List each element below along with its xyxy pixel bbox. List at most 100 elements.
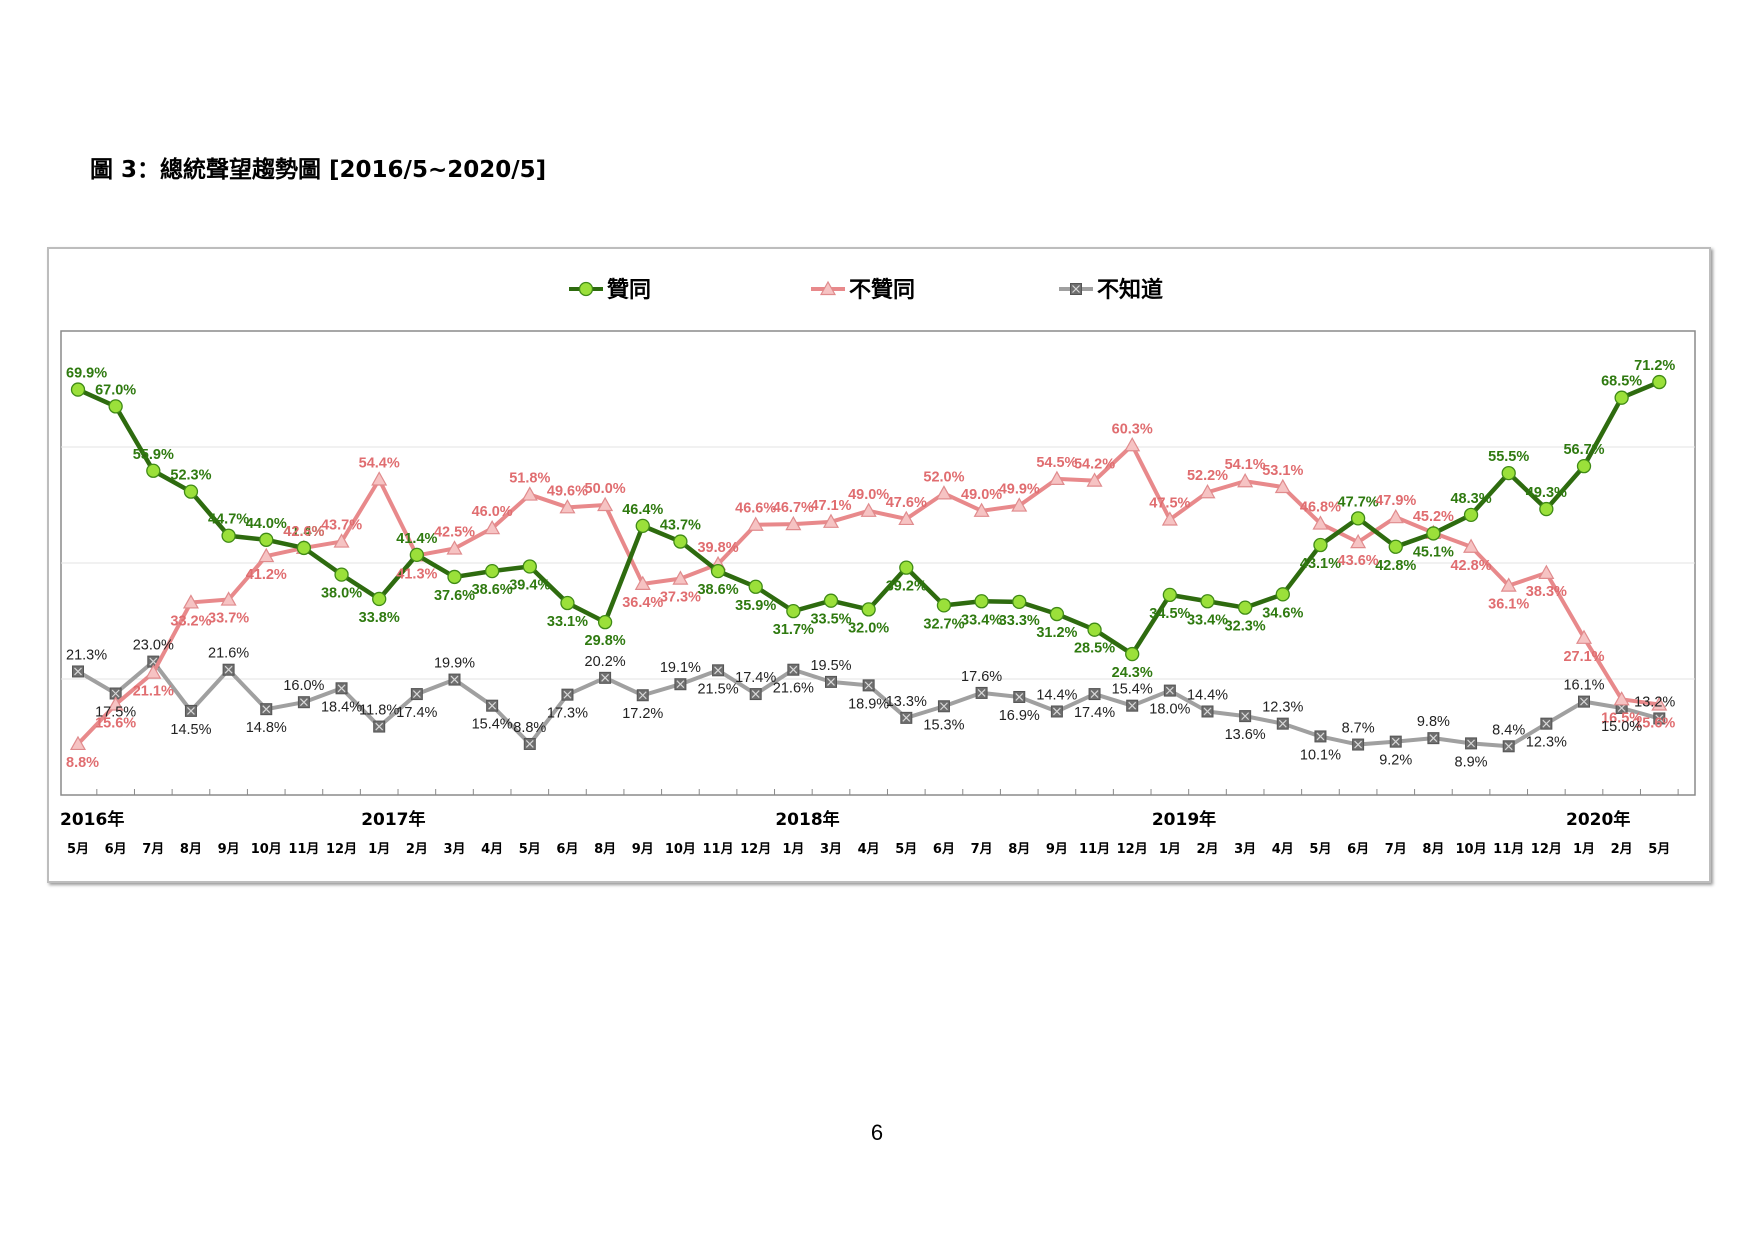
data-point-s2-31 xyxy=(1239,710,1252,723)
data-label-s2-12: 8.8% xyxy=(513,720,546,736)
data-point-s1-11 xyxy=(484,519,501,535)
month-label-4: 9月 xyxy=(218,842,240,857)
data-point-s0-31 xyxy=(1238,600,1253,615)
data-point-s0-18 xyxy=(748,579,763,594)
data-label-s1-27: 54.2% xyxy=(1074,457,1115,473)
data-point-s2-9 xyxy=(410,688,423,701)
data-label-s2-37: 8.9% xyxy=(1455,754,1488,770)
data-label-s2-38: 8.4% xyxy=(1492,722,1525,738)
month-label-12: 5月 xyxy=(519,842,541,857)
data-point-s0-42 xyxy=(1652,374,1667,390)
month-label-38: 11月 xyxy=(1493,842,1524,857)
month-label-41: 2月 xyxy=(1611,842,1633,857)
data-point-s2-29 xyxy=(1163,684,1176,697)
data-point-s2-26 xyxy=(1050,705,1063,718)
data-label-s0-27: 28.5% xyxy=(1074,641,1115,657)
month-label-42: 5月 xyxy=(1648,842,1670,857)
data-label-s0-26: 31.2% xyxy=(1036,625,1077,641)
data-point-s0-7 xyxy=(334,567,349,582)
data-point-s2-40 xyxy=(1578,695,1590,708)
legend-label-0: 贊同 xyxy=(607,278,651,303)
data-label-s0-10: 37.6% xyxy=(434,588,475,604)
data-point-s0-16 xyxy=(673,534,688,549)
data-point-s0-19 xyxy=(786,603,801,619)
data-label-s2-16: 19.1% xyxy=(660,660,701,676)
data-label-s0-31: 32.3% xyxy=(1225,619,1266,635)
month-label-28: 12月 xyxy=(1117,842,1148,857)
data-label-s2-3: 14.5% xyxy=(170,722,211,738)
data-label-s1-21: 49.0% xyxy=(848,487,889,503)
data-point-s1-0 xyxy=(69,735,87,751)
data-point-s0-8 xyxy=(372,591,387,607)
data-label-s0-28: 24.3% xyxy=(1112,665,1153,681)
data-point-s0-13 xyxy=(560,595,575,611)
data-point-s1-18 xyxy=(747,516,764,531)
month-label-35: 7月 xyxy=(1385,842,1407,857)
data-label-s1-17: 39.8% xyxy=(697,540,738,556)
year-label-2: 2018年 xyxy=(775,809,839,830)
data-label-s2-32: 12.3% xyxy=(1262,700,1303,716)
data-point-s0-17 xyxy=(710,563,726,579)
year-label-4: 2020年 xyxy=(1566,809,1630,830)
data-point-s1-7 xyxy=(333,533,350,548)
data-point-s1-42 xyxy=(1651,696,1668,711)
month-label-2: 7月 xyxy=(142,842,164,857)
data-label-s1-30: 52.2% xyxy=(1187,468,1228,484)
data-point-s2-7 xyxy=(335,682,348,695)
data-label-s1-12: 51.8% xyxy=(509,471,550,487)
data-point-s2-20 xyxy=(825,675,837,688)
data-point-s0-28 xyxy=(1125,646,1140,662)
data-label-s2-33: 10.1% xyxy=(1300,747,1341,763)
data-point-s2-16 xyxy=(674,678,687,691)
data-point-s1-40 xyxy=(1575,629,1593,644)
data-label-s0-34: 47.7% xyxy=(1338,494,1379,510)
month-label-33: 5月 xyxy=(1309,842,1331,857)
data-point-s1-16 xyxy=(672,570,689,585)
data-point-s0-38 xyxy=(1501,465,1516,481)
month-label-34: 6月 xyxy=(1347,842,1369,857)
data-label-s1-41: 16.5% xyxy=(1601,710,1642,726)
data-label-s2-2: 23.0% xyxy=(133,638,174,654)
data-label-s2-9: 17.4% xyxy=(396,705,437,721)
data-label-s1-23: 52.0% xyxy=(923,469,964,485)
data-point-s1-37 xyxy=(1463,538,1480,553)
month-label-23: 6月 xyxy=(933,842,955,857)
month-label-8: 1月 xyxy=(368,842,390,857)
data-point-s0-34 xyxy=(1350,511,1366,526)
data-point-s1-4 xyxy=(220,591,237,606)
data-label-s2-17: 21.5% xyxy=(697,681,738,697)
data-label-s0-39: 49.3% xyxy=(1526,485,1567,501)
data-point-s1-32 xyxy=(1274,478,1291,494)
page-number: 6 xyxy=(870,1120,884,1145)
data-label-s0-6: 41.4% xyxy=(283,524,324,540)
data-point-s0-14 xyxy=(597,615,613,630)
data-point-s1-35 xyxy=(1387,508,1404,524)
data-label-s1-33: 46.8% xyxy=(1300,500,1341,516)
data-label-s0-16: 43.7% xyxy=(660,518,701,534)
month-label-11: 4月 xyxy=(481,842,503,857)
data-label-s0-33: 43.1% xyxy=(1300,556,1341,572)
data-label-s2-24: 17.6% xyxy=(961,669,1002,685)
month-label-26: 9月 xyxy=(1046,842,1068,857)
data-label-s0-29: 34.5% xyxy=(1149,606,1190,622)
data-point-s2-24 xyxy=(975,686,988,699)
data-point-s2-21 xyxy=(862,679,875,692)
data-label-s1-13: 49.6% xyxy=(547,483,588,499)
data-label-s2-27: 17.4% xyxy=(1074,705,1115,721)
data-point-s0-25 xyxy=(1012,594,1027,610)
page-title: 圖 3：總統聲望趨勢圖 [2016/5~2020/5] xyxy=(90,157,547,183)
data-label-s2-19: 21.6% xyxy=(773,681,814,697)
data-label-s1-10: 42.5% xyxy=(434,525,475,541)
data-point-s2-8 xyxy=(373,720,386,733)
data-point-s0-1 xyxy=(108,399,123,414)
data-label-s1-5: 41.2% xyxy=(246,567,287,583)
data-label-s2-34: 8.7% xyxy=(1342,721,1375,737)
data-label-s0-12: 39.4% xyxy=(509,577,550,593)
data-label-s1-14: 50.0% xyxy=(585,481,626,497)
data-point-s2-38 xyxy=(1502,740,1515,753)
data-point-s0-36 xyxy=(1426,526,1441,541)
data-label-s0-25: 33.3% xyxy=(999,613,1040,629)
month-label-17: 11月 xyxy=(703,842,734,857)
data-point-s0-6 xyxy=(296,540,312,556)
data-label-s1-39: 38.3% xyxy=(1526,584,1567,600)
